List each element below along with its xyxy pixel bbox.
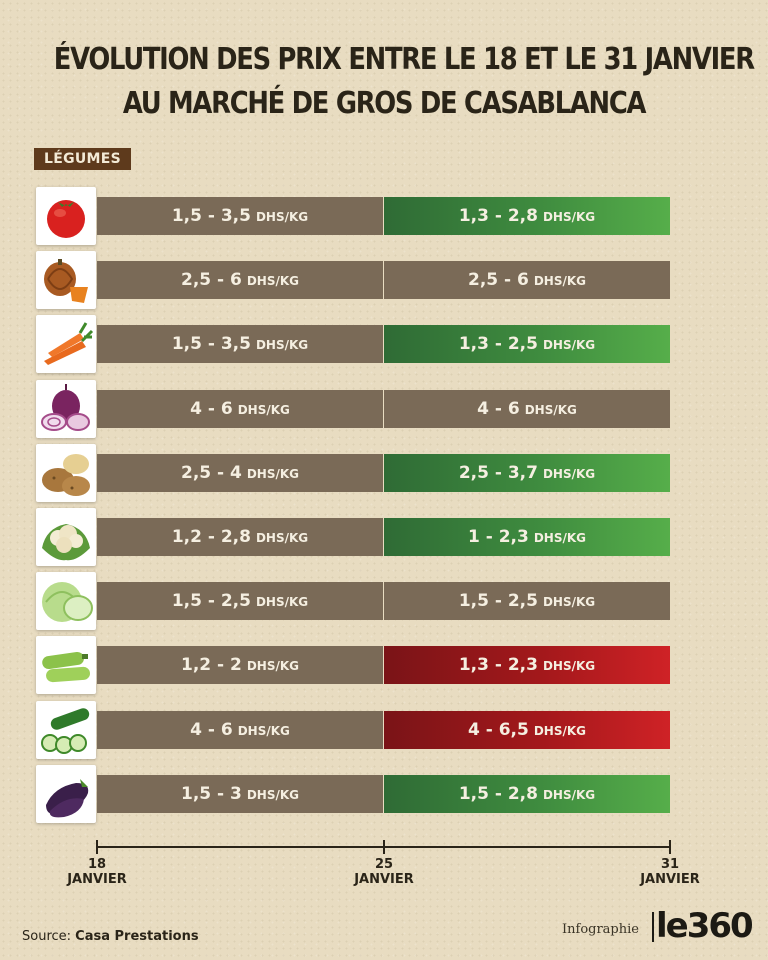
axis-label-25: 25 JANVIER [339, 857, 429, 887]
price-unit: DHS/KG [246, 466, 300, 481]
axis-label-31-day: 31 [660, 857, 680, 872]
source-name: Casa Prestations [75, 929, 199, 944]
pumpkin-icon [36, 251, 96, 310]
price-bar-period-2: 2,5 - 3,7 DHS/KG [384, 453, 670, 492]
price-bar-period-1: 1,5 - 3,5 DHS/KG [97, 197, 383, 235]
price-unit: DHS/KG [542, 466, 596, 481]
cabbage-icon [36, 572, 96, 631]
price-unit: DHS/KG [542, 595, 596, 610]
tomato-icon [36, 187, 96, 245]
price-unit: DHS/KG [542, 210, 596, 224]
price-unit: DHS/KG [533, 274, 587, 289]
price-range-value: 4 - 6 [190, 398, 233, 419]
chart-title: ÉVOLUTION DES PRIX ENTRE LE 18 ET LE 31 … [53, 38, 755, 126]
title-line-2: AU MARCHÉ DE GROS DE CASABLANCA [122, 86, 647, 121]
price-range-value: 1,5 - 2,5 [171, 591, 251, 612]
title-line-1: ÉVOLUTION DES PRIX ENTRE LE 18 ET LE 31 … [53, 42, 755, 77]
section-label: LÉGUMES [34, 148, 132, 170]
price-bar-period-1: 1,2 - 2,8 DHS/KG [97, 518, 383, 556]
price-range-value: 4 - 6 [190, 719, 233, 740]
price-bar-period-1: 4 - 6 DHS/KG [97, 710, 383, 749]
potato-icon [36, 443, 96, 502]
axis-label-31: 31 JANVIER [625, 857, 715, 887]
price-bar-period-2: 1,3 - 2,8 DHS/KG [384, 197, 670, 235]
tick-18 [96, 840, 98, 854]
onion-icon [36, 379, 96, 438]
zucchini-icon [36, 636, 96, 695]
price-range-value: 2,5 - 6 [467, 270, 529, 291]
price-bar-period-2: 1,3 - 2,5 DHS/KG [384, 325, 670, 364]
price-unit: DHS/KG [542, 787, 596, 802]
price-range-value: 4 - 6,5 [467, 719, 529, 740]
price-bar-period-1: 1,5 - 3 DHS/KG [97, 774, 383, 813]
price-range-value: 1,2 - 2 [180, 655, 242, 676]
price-unit: DHS/KG [533, 531, 587, 545]
axis-label-18-month: JANVIER [67, 872, 127, 887]
price-range-value: 1,3 - 2,8 [458, 206, 538, 226]
price-unit: DHS/KG [255, 531, 309, 545]
price-range-value: 1,3 - 2,3 [458, 655, 538, 676]
price-range-value: 1 - 2,3 [467, 527, 529, 547]
axis-label-25-month: JANVIER [354, 872, 414, 887]
price-range-value: 1,5 - 2,8 [458, 783, 538, 804]
price-unit: DHS/KG [542, 338, 596, 353]
price-range-value: 1,2 - 2,8 [171, 527, 251, 547]
cauliflower-icon [36, 508, 96, 566]
price-unit: DHS/KG [255, 210, 309, 224]
price-unit: DHS/KG [255, 595, 309, 610]
eggplant-icon [36, 764, 96, 823]
carrot-icon [36, 315, 96, 374]
le360-logo: le360 [656, 906, 754, 946]
axis-label-31-month: JANVIER [640, 872, 700, 887]
cucumber-icon [36, 700, 96, 759]
price-unit: DHS/KG [237, 723, 290, 738]
price-bar-period-2: 1,5 - 2,5 DHS/KG [384, 582, 670, 621]
price-range-value: 2,5 - 6 [180, 270, 242, 291]
price-range-value: 2,5 - 3,7 [458, 462, 538, 483]
source-note: Source: Casa Prestations [22, 929, 199, 944]
price-unit: DHS/KG [246, 274, 300, 289]
source-label: Source: [22, 929, 72, 944]
price-bar-period-2: 4 - 6 DHS/KG [384, 389, 670, 428]
price-range-value: 1,5 - 3,5 [171, 334, 251, 355]
price-unit: DHS/KG [246, 659, 300, 674]
price-unit: DHS/KG [524, 402, 577, 417]
price-unit: DHS/KG [255, 338, 309, 353]
price-bar-period-1: 4 - 6 DHS/KG [97, 389, 383, 428]
axis-label-18: 18 JANVIER [52, 857, 142, 887]
price-range-value: 1,5 - 3 [180, 783, 242, 804]
price-bar-period-1: 2,5 - 4 DHS/KG [97, 453, 383, 492]
price-range-value: 1,3 - 2,5 [458, 334, 538, 355]
axis-label-18-day: 18 [87, 857, 107, 872]
tick-31 [669, 840, 671, 854]
price-unit: DHS/KG [542, 659, 596, 674]
axis-label-25-day: 25 [374, 857, 394, 872]
price-unit: DHS/KG [246, 787, 300, 802]
price-unit: DHS/KG [533, 723, 587, 738]
price-range-value: 1,5 - 3,5 [171, 206, 251, 226]
credit-text: Infographie [562, 922, 639, 937]
tick-25 [383, 840, 385, 854]
price-bar-period-2: 1 - 2,3 DHS/KG [384, 518, 670, 556]
price-range-value: 4 - 6 [477, 398, 520, 419]
price-bar-period-2: 2,5 - 6 DHS/KG [384, 261, 670, 300]
price-bar-period-2: 1,3 - 2,3 DHS/KG [384, 646, 670, 685]
price-bar-period-1: 1,5 - 2,5 DHS/KG [97, 582, 383, 621]
price-range-value: 1,5 - 2,5 [458, 591, 538, 612]
logo-divider [652, 912, 654, 942]
price-range-value: 2,5 - 4 [180, 462, 242, 483]
price-bar-period-2: 4 - 6,5 DHS/KG [384, 710, 670, 749]
price-bar-period-1: 1,2 - 2 DHS/KG [97, 646, 383, 685]
price-bar-period-1: 1,5 - 3,5 DHS/KG [97, 325, 383, 364]
price-unit: DHS/KG [237, 402, 290, 417]
price-bar-period-2: 1,5 - 2,8 DHS/KG [384, 774, 670, 813]
price-bar-period-1: 2,5 - 6 DHS/KG [97, 261, 383, 300]
